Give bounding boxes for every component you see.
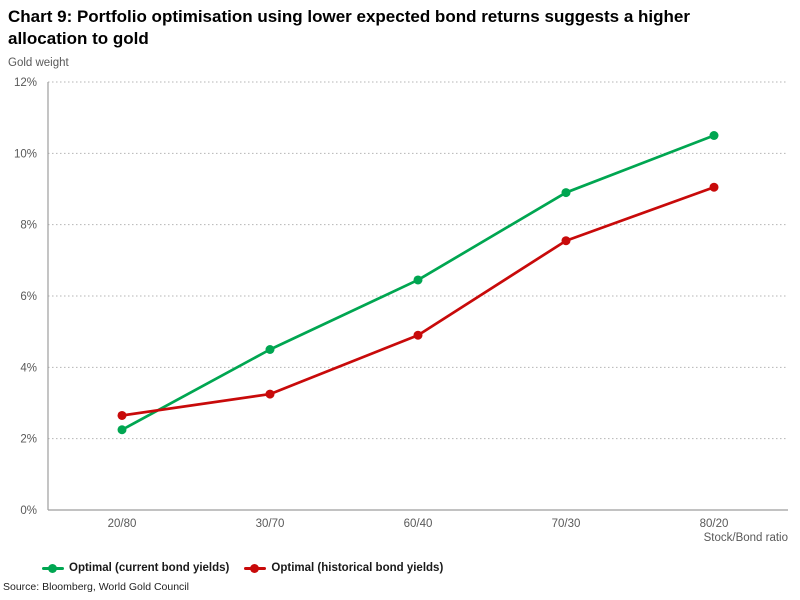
source-attribution: Source: Bloomberg, World Gold Council bbox=[3, 581, 189, 593]
x-tick-label: 70/30 bbox=[552, 518, 581, 530]
y-axis-title: Gold weight bbox=[8, 57, 69, 69]
data-point bbox=[561, 236, 571, 246]
y-tick-label: 2% bbox=[20, 434, 37, 446]
y-tick-label: 0% bbox=[20, 505, 37, 517]
x-tick-label: 60/40 bbox=[404, 518, 433, 530]
data-point bbox=[265, 389, 275, 399]
legend-label: Optimal (current bond yields) bbox=[69, 562, 230, 574]
data-point bbox=[413, 275, 423, 285]
legend-marker-icon bbox=[244, 563, 267, 573]
legend-marker-icon bbox=[42, 563, 64, 573]
y-tick-label: 12% bbox=[14, 77, 37, 89]
x-tick-label: 20/80 bbox=[108, 518, 137, 530]
y-tick-label: 10% bbox=[14, 148, 37, 160]
data-point bbox=[709, 131, 719, 140]
y-tick-label: 4% bbox=[20, 362, 37, 374]
x-tick-label: 30/70 bbox=[256, 518, 285, 530]
chart-title-line1: Chart 9: Portfolio optimisation using lo… bbox=[8, 7, 690, 26]
legend-item-historical-bond-yields: Optimal (historical bond yields) bbox=[244, 562, 443, 574]
data-point bbox=[561, 188, 571, 198]
x-tick-label: 80/20 bbox=[700, 518, 729, 530]
legend: Optimal (current bond yields) Optimal (h… bbox=[42, 562, 443, 574]
data-point bbox=[709, 182, 719, 192]
legend-item-current-bond-yields: Optimal (current bond yields) bbox=[42, 562, 229, 574]
data-point bbox=[117, 425, 127, 435]
y-tick-label: 6% bbox=[20, 291, 37, 303]
data-point bbox=[413, 330, 423, 340]
legend-label: Optimal (historical bond yields) bbox=[271, 562, 444, 574]
data-point bbox=[265, 345, 275, 354]
data-point bbox=[117, 410, 127, 420]
chart-title: Chart 9: Portfolio optimisation using lo… bbox=[8, 6, 690, 50]
chart-title-line2: allocation to gold bbox=[8, 29, 149, 48]
y-tick-label: 8% bbox=[20, 220, 37, 232]
x-axis-title: Stock/Bond ratio bbox=[703, 532, 788, 544]
